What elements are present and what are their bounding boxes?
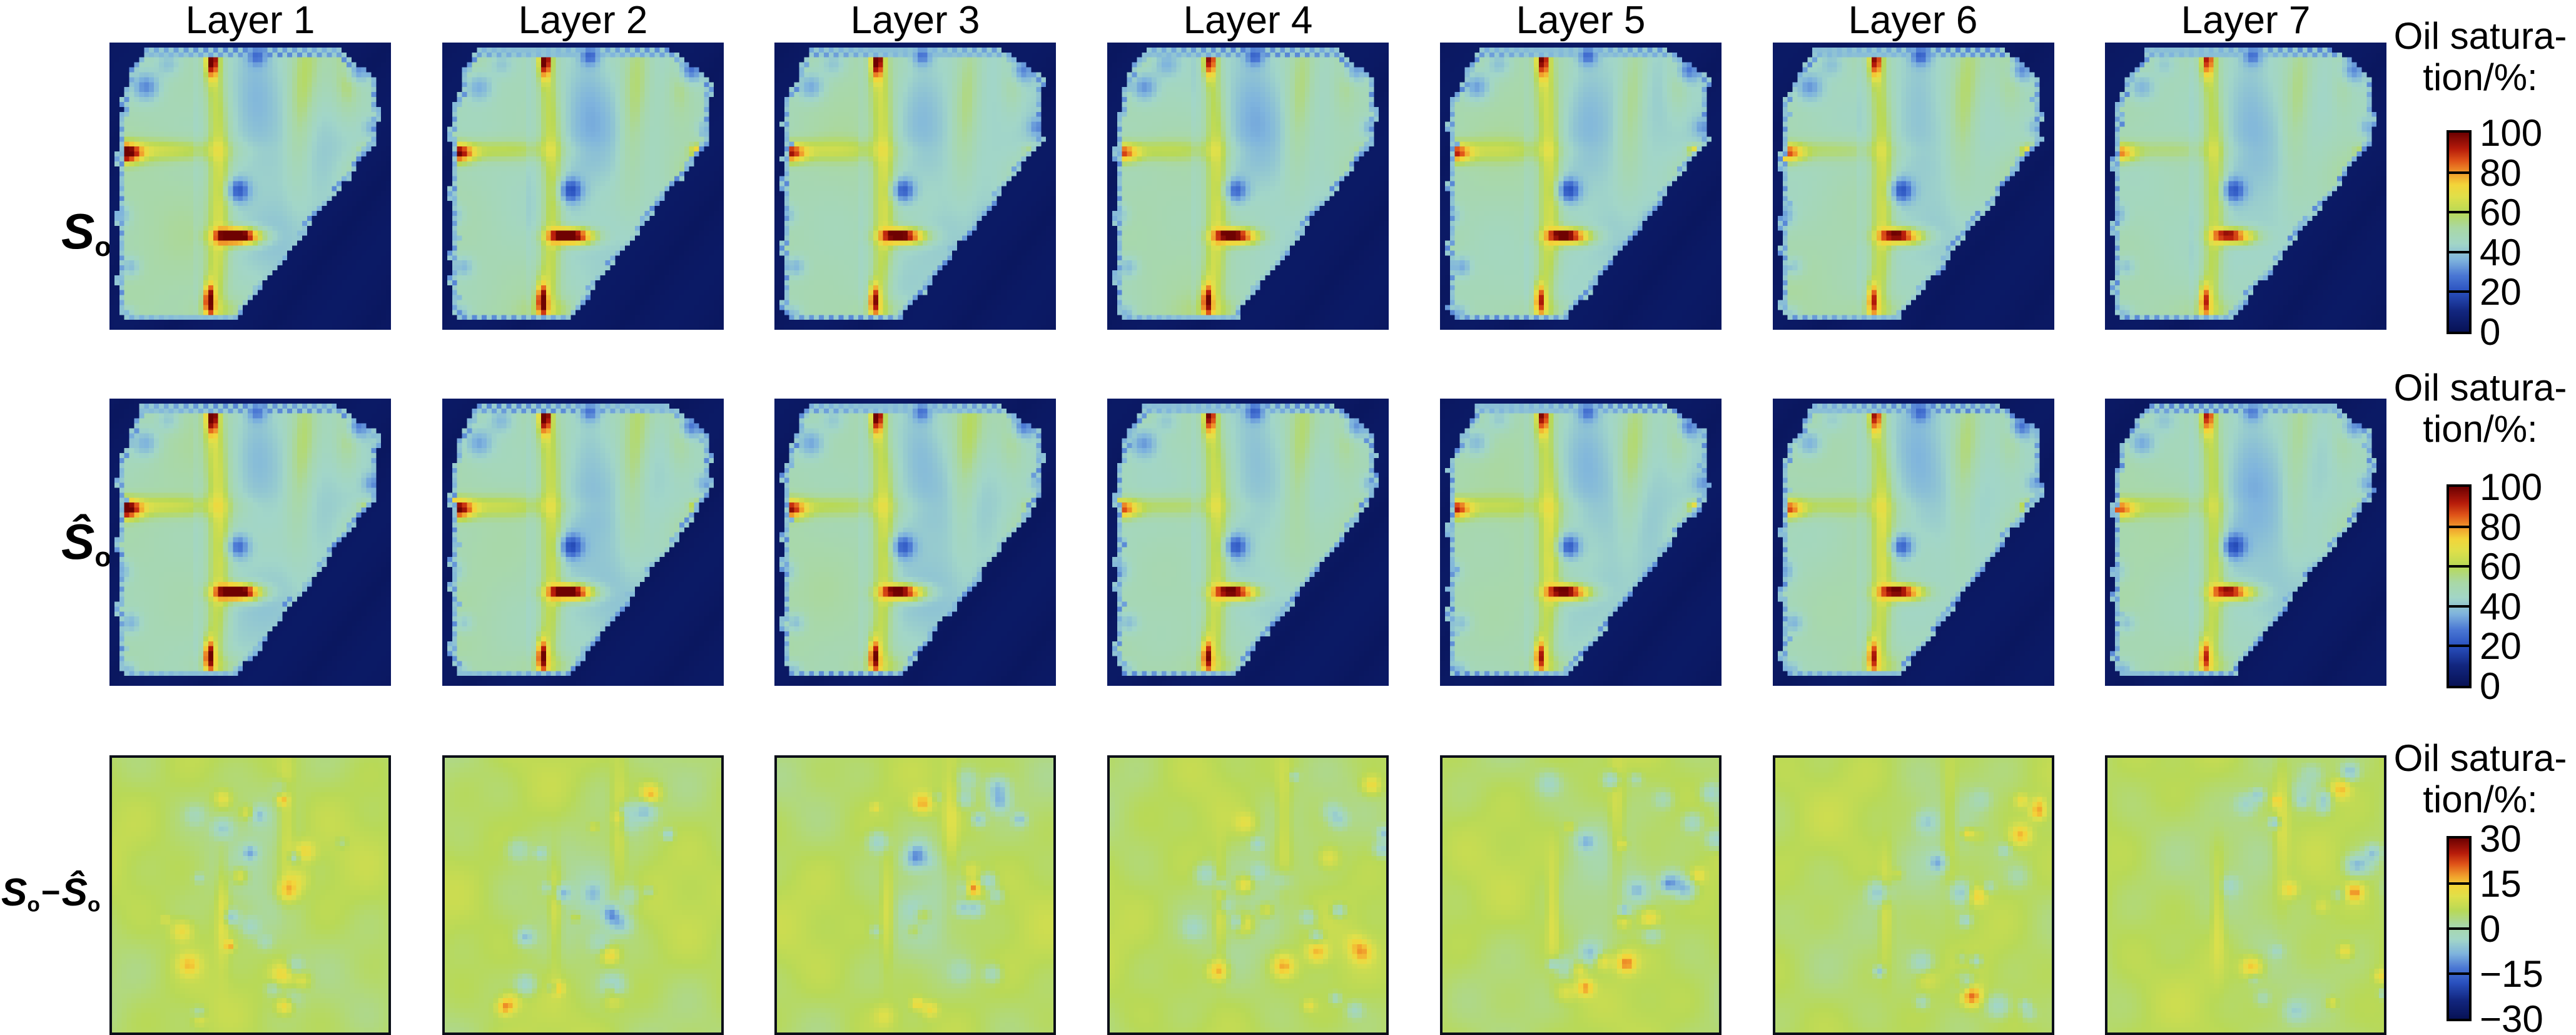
heatmap-so-diff-layer-5 xyxy=(1440,755,1722,1035)
colorbar-row3-tick: −30 xyxy=(2480,998,2543,1035)
colorbar-tick-divider xyxy=(2449,211,2469,214)
heatmap-so-layer-1 xyxy=(109,43,391,330)
heatmap-so-hat-layer-6 xyxy=(1773,399,2054,686)
colorbar-tick-divider xyxy=(2449,604,2469,608)
minus-sign: − xyxy=(41,874,61,911)
heatmap-so-diff-layer-6 xyxy=(1773,755,2054,1035)
heatmap-so-layer-6 xyxy=(1773,43,2054,330)
colorbar-tick-divider xyxy=(2449,290,2469,293)
row-label-diff-subscript-1: o xyxy=(27,893,40,917)
colorbar-row3-tick: 0 xyxy=(2480,908,2501,950)
colorbar-tick-divider xyxy=(2449,525,2469,528)
heatmap-so-hat-layer-4 xyxy=(1107,399,1389,686)
heatmap-so-hat-layer-3 xyxy=(774,399,1056,686)
heatmap-so-hat-layer-5 xyxy=(1440,399,1722,686)
colorbar-row2 xyxy=(2447,484,2472,688)
heatmap-so-layer-2 xyxy=(442,43,724,330)
column-header-layer-3: Layer 3 xyxy=(850,0,980,42)
heatmap-so-layer-7 xyxy=(2105,43,2386,330)
colorbar-tick-divider xyxy=(2449,171,2469,174)
row-label-so-hat-symbol: Ŝ xyxy=(61,514,95,569)
colorbar-tick-divider xyxy=(2449,565,2469,568)
row-label-diff-symbol-1: S xyxy=(1,871,28,914)
row-label-difference: So−Ŝo xyxy=(1,871,101,917)
colorbar-row1-tick: 100 xyxy=(2480,112,2543,154)
colorbar-gradient-row2 xyxy=(2449,487,2469,686)
colorbar-row1 xyxy=(2447,130,2472,334)
colorbar-tick-divider xyxy=(2449,882,2469,885)
colorbar-row1-tick: 40 xyxy=(2480,232,2522,273)
column-header-layer-1: Layer 1 xyxy=(185,0,315,42)
heatmap-so-layer-3 xyxy=(774,43,1056,330)
column-header-layer-5: Layer 5 xyxy=(1516,0,1646,42)
colorbar-title-row3-line1: Oil satura- xyxy=(2393,737,2567,779)
row-label-so: So xyxy=(61,203,111,261)
heatmap-so-diff-layer-4 xyxy=(1107,755,1389,1035)
column-header-layer-6: Layer 6 xyxy=(1848,0,1978,42)
column-header-layer-7: Layer 7 xyxy=(2181,0,2311,42)
colorbar-row2-tick: 80 xyxy=(2480,506,2522,548)
colorbar-row2-tick: 0 xyxy=(2480,665,2501,707)
colorbar-row1-tick: 20 xyxy=(2480,271,2522,313)
column-header-layer-4: Layer 4 xyxy=(1183,0,1313,42)
heatmap-so-hat-layer-1 xyxy=(109,399,391,686)
colorbar-row3 xyxy=(2447,836,2472,1021)
row-label-so-hat: Ŝo xyxy=(61,514,111,571)
colorbar-title-row2-line1: Oil satura- xyxy=(2393,367,2567,409)
row-label-so-symbol: S xyxy=(61,203,95,259)
heatmap-so-diff-layer-1 xyxy=(109,755,391,1035)
column-header-layer-2: Layer 2 xyxy=(518,0,648,42)
heatmap-so-layer-4 xyxy=(1107,43,1389,330)
colorbar-row1-tick: 80 xyxy=(2480,152,2522,194)
heatmap-so-diff-layer-7 xyxy=(2105,755,2386,1035)
colorbar-tick-divider xyxy=(2449,645,2469,648)
colorbar-title-row2-line2: tion/%: xyxy=(2423,408,2538,450)
colorbar-title-row3-line2: tion/%: xyxy=(2423,778,2538,820)
colorbar-row2-tick: 60 xyxy=(2480,546,2522,588)
row-label-so-hat-subscript: o xyxy=(94,543,111,573)
heatmap-so-hat-layer-7 xyxy=(2105,399,2386,686)
row-label-so-subscript: o xyxy=(94,232,111,263)
heatmap-so-diff-layer-2 xyxy=(442,755,724,1035)
colorbar-title-row1-line1: Oil satura- xyxy=(2393,15,2567,57)
colorbar-tick-divider xyxy=(2449,927,2469,930)
colorbar-tick-divider xyxy=(2449,972,2469,975)
colorbar-row3-tick: 15 xyxy=(2480,863,2522,905)
row-label-diff-subscript-2: o xyxy=(87,893,101,917)
heatmap-so-diff-layer-3 xyxy=(774,755,1056,1035)
colorbar-tick-divider xyxy=(2449,250,2469,253)
heatmap-so-hat-layer-2 xyxy=(442,399,724,686)
colorbar-row2-tick: 40 xyxy=(2480,586,2522,628)
colorbar-row3-tick: 30 xyxy=(2480,818,2522,860)
colorbar-row1-tick: 60 xyxy=(2480,191,2522,233)
row-label-diff-symbol-2: Ŝ xyxy=(61,871,88,914)
heatmap-so-layer-5 xyxy=(1440,43,1722,330)
colorbar-gradient-row1 xyxy=(2449,133,2469,332)
colorbar-row2-tick: 100 xyxy=(2480,466,2543,508)
colorbar-row1-tick: 0 xyxy=(2480,311,2501,353)
colorbar-row3-tick: −15 xyxy=(2480,953,2543,995)
colorbar-title-row1-line2: tion/%: xyxy=(2423,56,2538,98)
colorbar-row2-tick: 20 xyxy=(2480,625,2522,667)
